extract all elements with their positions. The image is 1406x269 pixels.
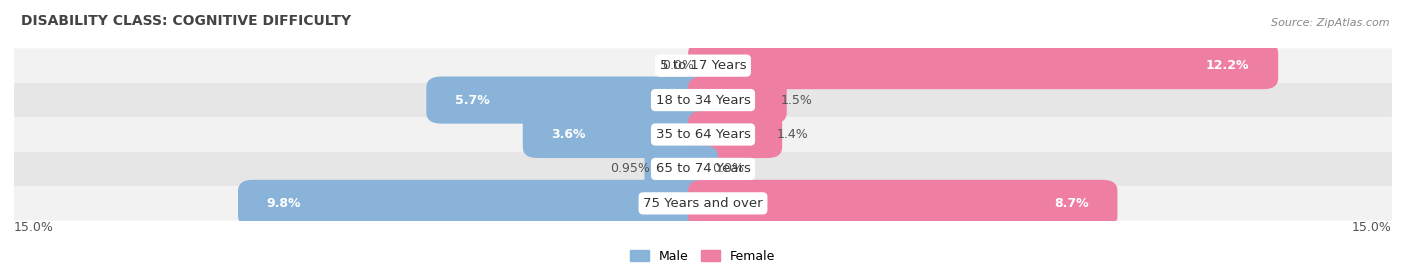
Text: 5 to 17 Years: 5 to 17 Years [659,59,747,72]
FancyBboxPatch shape [14,48,1392,83]
FancyBboxPatch shape [426,76,718,124]
Text: DISABILITY CLASS: COGNITIVE DIFFICULTY: DISABILITY CLASS: COGNITIVE DIFFICULTY [21,14,351,28]
FancyBboxPatch shape [238,180,718,227]
FancyBboxPatch shape [14,152,1392,186]
Text: 0.95%: 0.95% [610,162,650,175]
Text: 75 Years and over: 75 Years and over [643,197,763,210]
Text: 1.5%: 1.5% [782,94,813,107]
Text: 1.4%: 1.4% [776,128,808,141]
Text: 8.7%: 8.7% [1054,197,1088,210]
Text: Source: ZipAtlas.com: Source: ZipAtlas.com [1271,18,1389,28]
Text: 0.0%: 0.0% [713,162,744,175]
FancyBboxPatch shape [688,76,787,124]
Text: 15.0%: 15.0% [1353,221,1392,234]
FancyBboxPatch shape [14,186,1392,221]
Text: 9.8%: 9.8% [267,197,301,210]
FancyBboxPatch shape [523,111,718,158]
Text: 0.0%: 0.0% [662,59,693,72]
Text: 5.7%: 5.7% [456,94,489,107]
FancyBboxPatch shape [14,117,1392,152]
Legend: Male, Female: Male, Female [630,250,776,263]
FancyBboxPatch shape [14,83,1392,117]
Text: 18 to 34 Years: 18 to 34 Years [655,94,751,107]
Text: 35 to 64 Years: 35 to 64 Years [655,128,751,141]
FancyBboxPatch shape [688,42,1278,89]
Text: 3.6%: 3.6% [551,128,586,141]
FancyBboxPatch shape [688,111,782,158]
Text: 15.0%: 15.0% [14,221,53,234]
FancyBboxPatch shape [644,145,718,193]
Text: 12.2%: 12.2% [1206,59,1250,72]
Text: 65 to 74 Years: 65 to 74 Years [655,162,751,175]
FancyBboxPatch shape [688,180,1118,227]
